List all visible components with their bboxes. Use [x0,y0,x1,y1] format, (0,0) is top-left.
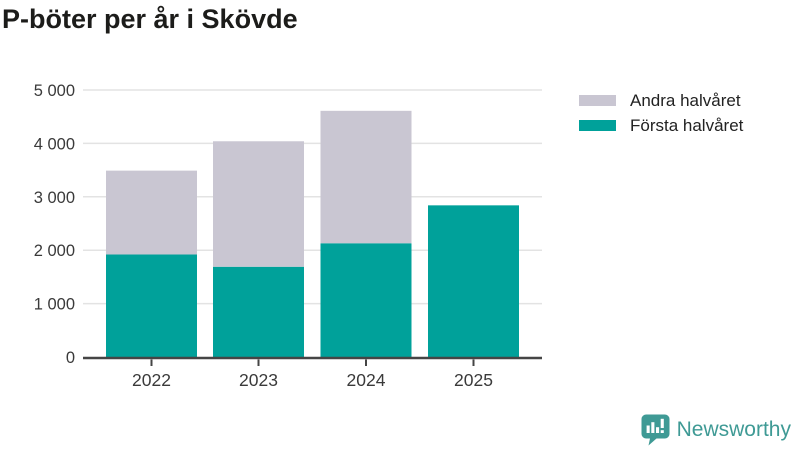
bar-2022-andra [106,170,197,255]
legend-item-andra-halvaret: Andra halvåret [579,90,743,110]
y-tick-label-5000: 5 000 [34,82,75,100]
x-tick-label-2024: 2024 [347,370,386,390]
bar-2025-första [428,205,519,357]
chart-title: P-böter per år i Skövde [2,4,298,34]
y-tick-label-0: 0 [66,349,75,367]
newsworthy-icon [641,414,670,446]
legend-swatch-andra-halvaret [579,95,616,106]
newsworthy-wordmark: Newsworthy [676,418,791,441]
y-tick-label-3000: 3 000 [34,189,75,207]
y-tick-label-1000: 1 000 [34,296,75,314]
y-tick-label-4000: 4 000 [34,135,75,153]
legend-item-forsta-halvaret: Första halvåret [579,115,744,135]
legend: Andra halvåret Första halvåret [579,90,744,135]
bar-2024-andra [320,110,412,244]
bar-2024-första [320,243,412,357]
legend-label-forsta-halvaret: Första halvåret [630,115,744,135]
newsworthy-logo: Newsworthy [641,414,791,446]
bar-2022-första [106,254,197,357]
legend-label-andra-halvaret: Andra halvåret [630,90,741,110]
y-tick-label-2000: 2 000 [34,242,75,260]
bar-2023-andra [213,141,304,267]
x-tick-label-2025: 2025 [454,370,493,390]
x-tick-label-2023: 2023 [239,370,278,390]
x-tick-label-2022: 2022 [132,370,171,390]
bar-2023-första [213,266,304,357]
legend-swatch-forsta-halvaret [579,120,616,131]
